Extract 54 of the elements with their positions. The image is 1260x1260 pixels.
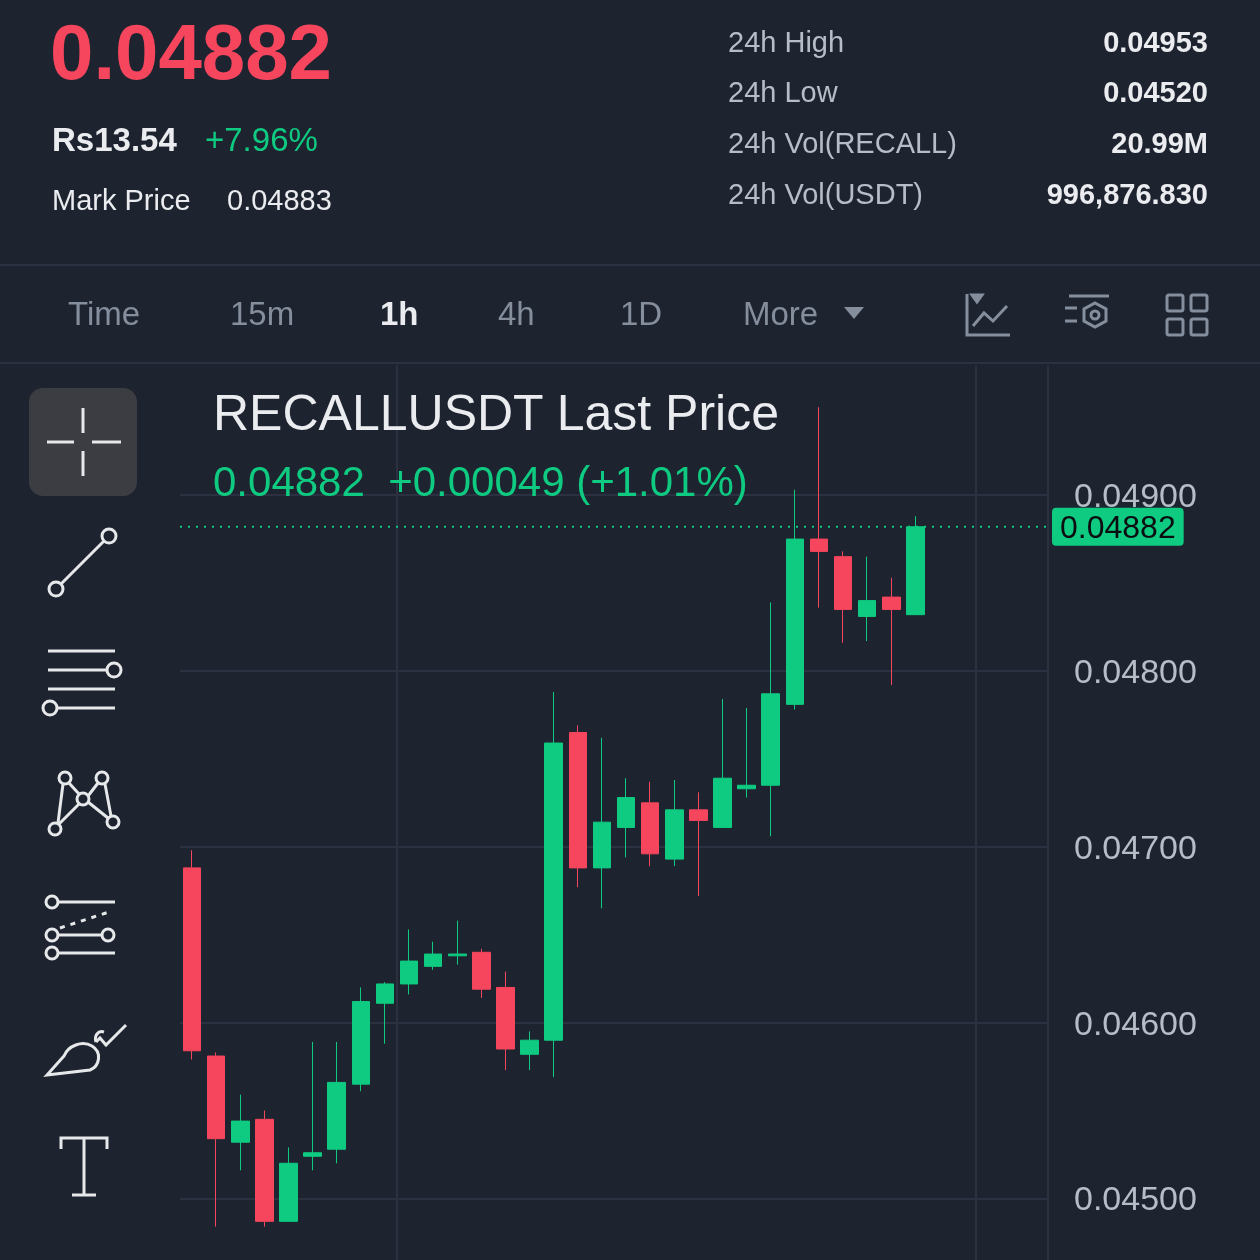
text: 24h Vol(USDT) xyxy=(728,178,924,211)
candlestick xyxy=(810,406,828,609)
text: 0.04882 +0.00049 (+1.01%) xyxy=(213,457,748,505)
candlestick xyxy=(400,928,418,995)
text: 0.04882 xyxy=(50,8,332,96)
text: 4h xyxy=(498,295,535,333)
text: Mark Price xyxy=(52,184,191,217)
candlestick xyxy=(641,781,659,867)
text: 0.04953 xyxy=(1103,26,1208,59)
y-tick-label: 0.04800 xyxy=(1074,651,1197,690)
candlestick xyxy=(737,707,756,799)
candlestick xyxy=(376,981,394,1045)
candlestick xyxy=(472,948,491,999)
text: 24h Vol(RECALL) xyxy=(728,127,957,160)
candlestick xyxy=(593,737,611,909)
text: 24h Low xyxy=(728,76,838,109)
candlestick xyxy=(352,986,370,1092)
text: 0.04883 xyxy=(227,184,332,217)
text: Time xyxy=(68,295,141,333)
candlestick xyxy=(761,601,780,837)
candlestick xyxy=(665,779,684,867)
candlestick xyxy=(424,941,442,971)
candlestick xyxy=(713,698,732,828)
candlestick xyxy=(448,920,467,966)
text: 0.04520 xyxy=(1103,76,1208,109)
y-tick-label: 0.04700 xyxy=(1074,827,1197,866)
candlestick xyxy=(520,1030,539,1071)
candlestick xyxy=(834,550,852,644)
text: 24h High xyxy=(728,26,845,59)
candlestick xyxy=(183,849,201,1061)
text: 20.99M xyxy=(1111,127,1208,160)
text: 996,876.830 xyxy=(1046,178,1208,211)
text: 15m xyxy=(230,295,295,333)
text: +7.96% xyxy=(205,121,318,159)
candlestick xyxy=(255,1110,274,1228)
y-tick-label: 0.04500 xyxy=(1074,1179,1197,1218)
y-tick-label: 0.04600 xyxy=(1074,1003,1197,1042)
chart-title: RECALLUSDT Last Price xyxy=(213,385,779,441)
text: 1h xyxy=(380,295,419,333)
candlestick xyxy=(496,971,515,1071)
candlestick xyxy=(231,1094,250,1171)
text: 1D xyxy=(620,295,663,333)
candlestick xyxy=(617,777,635,858)
candlestick xyxy=(279,1146,298,1222)
candlestick xyxy=(544,691,563,1078)
candlestick xyxy=(207,1052,225,1228)
text: More xyxy=(743,295,819,333)
candlestick xyxy=(327,1041,346,1164)
candlestick xyxy=(303,1041,322,1171)
candlestick xyxy=(689,791,708,897)
candlestick xyxy=(858,556,876,642)
candlestick xyxy=(882,577,901,686)
candlestick xyxy=(569,724,587,888)
text: Rs13.54 xyxy=(52,121,177,159)
